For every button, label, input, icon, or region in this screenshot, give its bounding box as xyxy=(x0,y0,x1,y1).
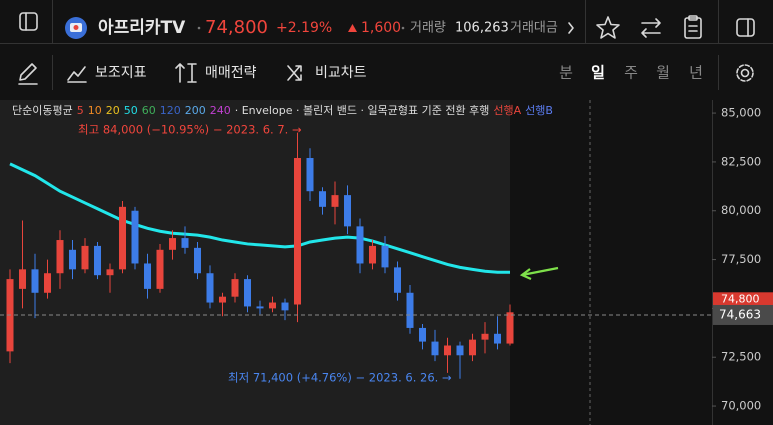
candle-body xyxy=(344,195,351,227)
candle-body xyxy=(131,210,139,264)
y-tick-label: 70,000 xyxy=(721,399,761,413)
legend-period: 20 xyxy=(106,104,120,117)
candle-body xyxy=(69,249,76,270)
compare-icon[interactable] xyxy=(287,65,302,81)
swap-icon[interactable] xyxy=(641,18,661,38)
candle-body xyxy=(456,345,464,356)
candle-body xyxy=(269,302,276,309)
legend-item: · Envelope · 볼린저 밴드 · 일목균형표 기준 전환 후행 xyxy=(235,103,490,117)
sidebar-toggle[interactable] xyxy=(19,12,38,31)
legend-period: 120 xyxy=(160,104,181,117)
candle-body xyxy=(106,269,114,276)
candle-body xyxy=(369,245,376,264)
y-tick-label: 85,000 xyxy=(721,106,761,120)
legend-item: 선행B xyxy=(525,104,553,117)
legend-period: 240 xyxy=(210,104,231,117)
candle-body xyxy=(94,245,101,276)
panel-toggle[interactable] xyxy=(736,18,755,37)
candle-body xyxy=(281,302,289,311)
candle-body xyxy=(169,238,176,250)
current-price-label: 74,800 xyxy=(721,292,760,305)
y-tick-label: 77,500 xyxy=(721,252,761,266)
favorite-icon[interactable] xyxy=(596,16,620,39)
y-tick-label: 82,500 xyxy=(721,154,761,168)
stock-price: 74,800 xyxy=(205,17,268,38)
candle-body xyxy=(56,240,64,274)
up-triangle xyxy=(348,24,357,32)
candle-body xyxy=(331,195,339,207)
period-button[interactable]: 주 xyxy=(624,64,638,82)
candle-body xyxy=(181,238,189,248)
candle-body xyxy=(506,312,514,344)
strategy-icon[interactable] xyxy=(175,63,197,83)
candle-body xyxy=(256,306,264,309)
pointer-arrow xyxy=(519,266,559,281)
legend-period: 10 xyxy=(88,104,102,117)
more-arrow[interactable] xyxy=(568,22,574,34)
candle-body xyxy=(231,279,239,297)
candle-body xyxy=(319,191,326,207)
period-button[interactable]: 일 xyxy=(591,64,605,82)
tool-button[interactable]: 보조지표 xyxy=(95,65,147,81)
marker-price-box xyxy=(713,304,773,325)
volume-value: 106,263 xyxy=(455,21,509,36)
legend-period: 5 xyxy=(77,104,84,117)
high-annotation: 최고 84,000 (−10.95%) − 2023. 6. 7. → xyxy=(78,123,302,137)
candle-body xyxy=(494,333,501,344)
candle-body xyxy=(306,158,314,192)
candle-body xyxy=(444,345,451,356)
tool-button[interactable]: 매매전략 xyxy=(205,65,257,81)
candle-body xyxy=(81,245,89,270)
candle-body xyxy=(244,279,251,307)
candle-body xyxy=(431,341,439,356)
candle-body xyxy=(481,333,489,340)
candle-body xyxy=(44,273,51,293)
candle-body xyxy=(356,226,364,264)
period-button[interactable]: 월 xyxy=(656,64,670,82)
legend-period: 50 xyxy=(124,104,138,117)
amount-label: 거래대금 xyxy=(510,21,558,36)
candle-body xyxy=(219,296,226,303)
candle-body xyxy=(394,267,401,293)
y-tick-label: 72,500 xyxy=(721,350,761,364)
tool-button[interactable]: 비교차트 xyxy=(315,65,367,81)
draw-icon[interactable] xyxy=(18,63,38,85)
legend-period: 200 xyxy=(185,104,206,117)
stock-logo xyxy=(65,17,87,39)
candle-body xyxy=(419,327,426,342)
legend: 단순이동평균 5 10 20 50 60 120 200 240 · Envelope · 볼린저… xyxy=(12,103,553,117)
settings-icon[interactable] xyxy=(736,64,754,82)
marker-price-label: 74,663 xyxy=(719,307,761,321)
period-button[interactable]: 년 xyxy=(689,64,703,82)
volume-label: 거래량 xyxy=(410,21,446,36)
legend-title: 단순이동평균 xyxy=(12,104,73,117)
memo-icon[interactable] xyxy=(684,15,702,39)
low-annotation: 최저 71,400 (+4.76%) − 2023. 6. 26. → xyxy=(228,371,452,385)
legend-item: 선행A xyxy=(493,104,521,117)
candle-body xyxy=(294,158,301,305)
candle-body xyxy=(31,269,39,293)
stock-name: 아프리카TV xyxy=(98,18,186,38)
candle-body xyxy=(406,292,414,328)
candle-body xyxy=(206,273,214,303)
candle-body xyxy=(381,245,389,268)
current-price-box xyxy=(713,292,773,307)
legend-period: 60 xyxy=(142,104,156,117)
change-percent: +2.19% xyxy=(276,20,332,36)
candle-body xyxy=(469,339,476,356)
candle-body xyxy=(156,249,164,289)
candle-body xyxy=(144,263,151,289)
moving-average-line xyxy=(9,162,510,274)
indicator-icon[interactable] xyxy=(67,66,87,83)
period-button[interactable]: 분 xyxy=(559,64,573,82)
change-amount: 1,600 xyxy=(361,20,401,36)
candle-body xyxy=(119,206,126,270)
y-tick-label: 80,000 xyxy=(721,203,761,217)
candle-body xyxy=(19,269,26,289)
candle-body xyxy=(194,247,201,274)
